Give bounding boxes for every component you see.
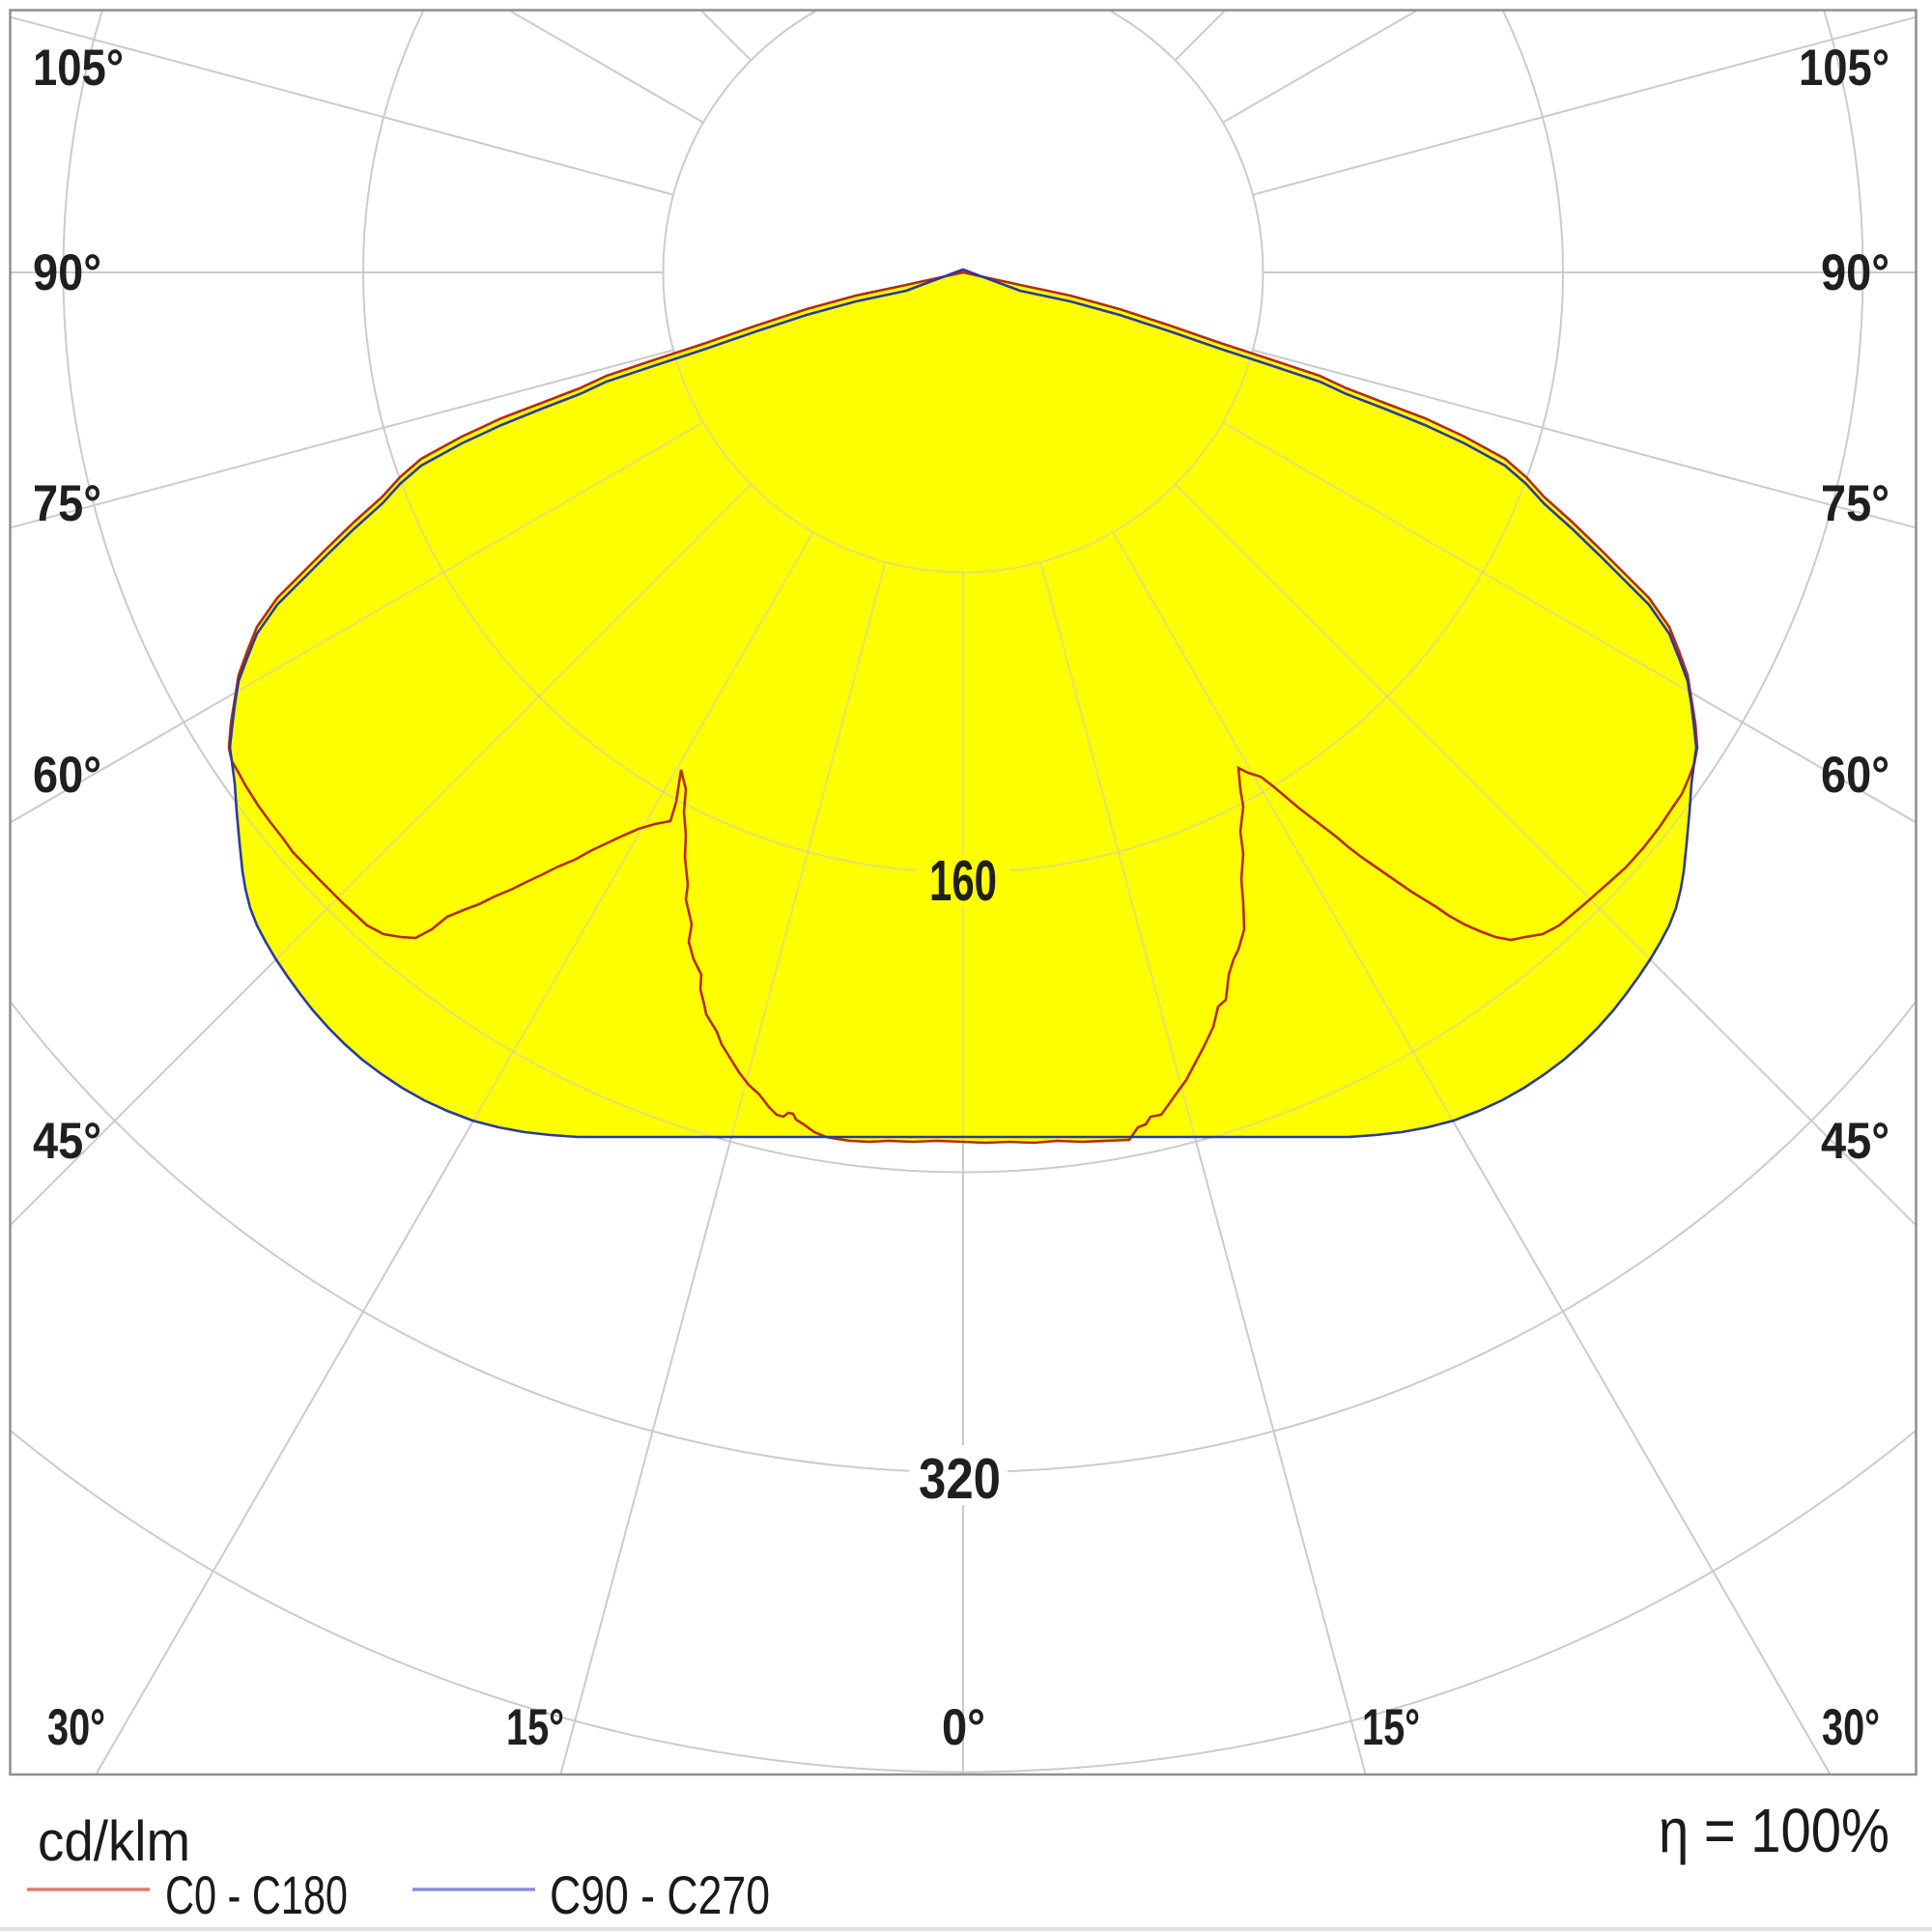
svg-text:90°: 90°: [1821, 244, 1889, 301]
svg-text:15°: 15°: [506, 1699, 564, 1756]
svg-text:30°: 30°: [1822, 1699, 1880, 1756]
svg-text:C0 - C180: C0 - C180: [165, 1864, 348, 1925]
svg-text:0°: 0°: [942, 1699, 985, 1756]
svg-text:45°: 45°: [33, 1113, 101, 1170]
svg-text:320: 320: [919, 1447, 1001, 1511]
svg-text:15°: 15°: [1362, 1699, 1420, 1756]
svg-text:105°: 105°: [1799, 40, 1889, 97]
svg-text:30°: 30°: [47, 1699, 105, 1756]
svg-text:η = 100%: η = 100%: [1659, 1796, 1889, 1865]
svg-text:60°: 60°: [33, 747, 101, 804]
svg-text:45°: 45°: [1821, 1113, 1889, 1170]
svg-text:cd/klm: cd/klm: [38, 1810, 190, 1873]
svg-text:75°: 75°: [33, 475, 101, 532]
svg-text:90°: 90°: [33, 244, 101, 301]
svg-text:105°: 105°: [33, 40, 124, 97]
svg-text:75°: 75°: [1821, 475, 1889, 532]
svg-text:C90 - C270: C90 - C270: [550, 1864, 770, 1925]
svg-text:60°: 60°: [1821, 747, 1889, 804]
svg-text:160: 160: [929, 849, 997, 913]
